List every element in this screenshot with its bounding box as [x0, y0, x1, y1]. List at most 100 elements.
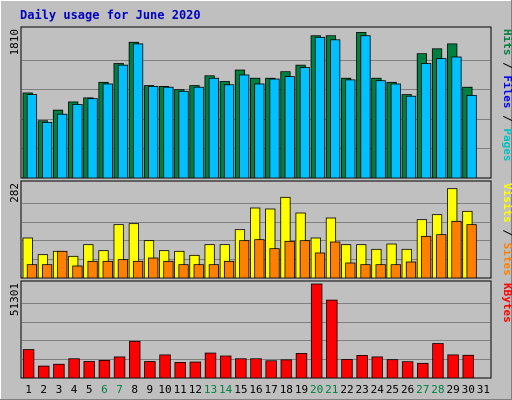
bar-sites-day-7: [117, 259, 129, 279]
bar-kbytes-day-29: [447, 354, 459, 379]
bar-files-day-10: [163, 86, 174, 179]
bar-files-day-23: [360, 35, 371, 179]
bar-sites-day-16: [254, 239, 265, 279]
bar-kbytes-day-1: [22, 349, 35, 379]
bar-sites-day-27: [421, 235, 432, 279]
bar-sites-day-26: [405, 261, 417, 279]
bar-kbytes-day-21: [326, 299, 338, 379]
bar-sites-day-28: [436, 234, 447, 279]
bar-kbytes-day-28: [432, 343, 444, 379]
x-tick-day-21: 21: [325, 383, 338, 396]
bar-files-day-13: [208, 77, 219, 179]
bar-kbytes-day-17: [265, 360, 277, 379]
bar-files-day-18: [284, 76, 295, 179]
bar-sites-day-3: [57, 250, 68, 279]
bar-kbytes-day-16: [250, 358, 262, 379]
x-tick-day-1: 1: [25, 383, 32, 396]
bar-sites-day-18: [284, 240, 295, 279]
bar-sites-day-12: [193, 264, 204, 279]
panel-visits-sites: 282 Visits / Sites: [8, 180, 512, 279]
bar-kbytes-day-24: [371, 356, 383, 379]
bar-files-day-26: [405, 95, 417, 179]
bar-files-day-9: [148, 86, 159, 179]
bar-sites-day-24: [375, 264, 386, 279]
x-tick-day-19: 19: [295, 383, 308, 396]
bar-sites-day-11: [178, 264, 189, 279]
bar-files-day-30: [466, 95, 477, 179]
bar-kbytes-day-22: [341, 359, 353, 379]
right-label-visits-sites: Visits / Sites: [501, 183, 512, 276]
x-tick-day-6: 6: [101, 383, 108, 396]
x-tick-day-22: 22: [340, 383, 353, 396]
bar-kbytes-day-5: [83, 361, 95, 379]
bar-kbytes-day-23: [356, 355, 368, 379]
bar-files-day-6: [102, 83, 113, 179]
bar-kbytes-day-11: [174, 362, 186, 379]
bar-files-day-15: [239, 74, 250, 179]
bar-files-day-19: [299, 67, 310, 179]
bar-sites-day-14: [223, 260, 235, 279]
x-tick-day-14: 14: [219, 383, 233, 396]
bar-sites-day-15: [239, 240, 250, 279]
right-label-part: Pages: [501, 128, 512, 161]
x-tick-day-20: 20: [310, 383, 323, 396]
bar-kbytes-day-10: [159, 354, 171, 379]
bar-kbytes-day-18: [280, 359, 293, 379]
x-tick-day-26: 26: [401, 383, 414, 396]
bar-kbytes-day-13: [204, 352, 217, 379]
bar-files-day-8: [132, 43, 144, 179]
right-label-part: /: [501, 223, 512, 243]
panel-kbytes: 51301 KBytes: [8, 280, 512, 379]
bar-sites-day-20: [314, 252, 326, 279]
x-tick-day-25: 25: [386, 383, 399, 396]
right-label-hits-files-pages: Hits / Files / Pages: [501, 29, 512, 162]
bar-kbytes-day-12: [189, 361, 202, 379]
bar-sites-day-5: [87, 260, 98, 279]
bar-files-day-11: [178, 90, 189, 179]
x-tick-day-30: 30: [462, 383, 475, 396]
bar-kbytes-day-9: [144, 361, 156, 379]
bar-kbytes-day-6: [98, 360, 111, 379]
bar-files-day-5: [87, 98, 98, 179]
right-label-part: /: [501, 56, 512, 76]
x-tick-day-24: 24: [371, 383, 385, 396]
bar-files-day-12: [193, 86, 204, 179]
bar-files-day-20: [314, 36, 326, 179]
bar-kbytes-day-7: [113, 356, 126, 379]
x-tick-day-13: 13: [204, 383, 217, 396]
x-tick-day-18: 18: [280, 383, 293, 396]
bar-sites-day-4: [72, 265, 83, 279]
bar-files-day-29: [451, 56, 462, 179]
x-tick-day-12: 12: [189, 383, 202, 396]
ymax-label-visits-sites: 282: [8, 183, 21, 203]
bar-files-day-28: [436, 58, 447, 179]
x-tick-day-3: 3: [56, 383, 63, 396]
x-tick-day-29: 29: [446, 383, 459, 396]
bar-kbytes-day-14: [219, 355, 232, 379]
right-label-part: Files: [501, 75, 512, 108]
bar-kbytes-day-19: [295, 353, 308, 379]
x-tick-day-28: 28: [431, 383, 444, 396]
bar-files-day-24: [375, 80, 386, 179]
chart-title: Daily usage for June 2020: [20, 8, 201, 22]
right-label-part: Visits: [501, 183, 512, 223]
right-label-part: KBytes: [501, 283, 512, 323]
ymax-label-hits-files-pages: 1810: [8, 29, 21, 56]
bar-kbytes-day-25: [386, 359, 399, 379]
x-tick-day-2: 2: [40, 383, 47, 396]
bar-files-day-14: [223, 84, 235, 179]
bar-files-day-2: [42, 121, 53, 179]
bar-kbytes-day-3: [53, 363, 65, 379]
bar-kbytes-day-26: [401, 361, 414, 379]
bar-sites-day-30: [466, 224, 477, 279]
right-label-kbytes: KBytes: [501, 283, 512, 323]
bar-sites-day-1: [26, 264, 38, 279]
right-label-part: /: [501, 109, 512, 129]
bar-sites-day-22: [345, 262, 356, 279]
bar-kbytes-day-27: [417, 362, 429, 379]
bar-kbytes-day-15: [235, 358, 247, 379]
bar-kbytes-day-30: [462, 354, 474, 379]
bar-sites-day-17: [269, 248, 280, 279]
x-tick-day-7: 7: [116, 383, 123, 396]
bar-kbytes-day-4: [68, 358, 80, 379]
